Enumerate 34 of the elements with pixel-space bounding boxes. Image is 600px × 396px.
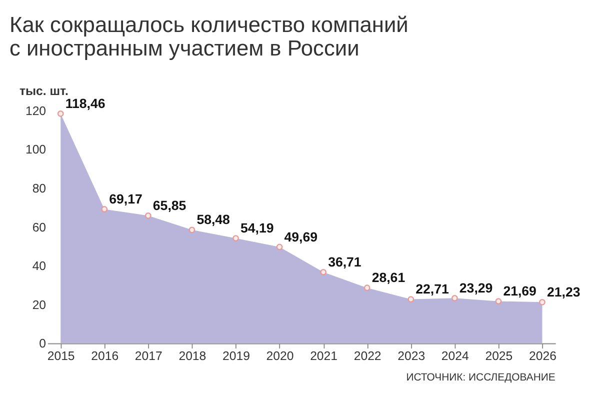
text: 118,46 <box>65 96 106 111</box>
text: 58,48 <box>196 212 230 228</box>
x-tick-label: 2023 <box>398 348 426 363</box>
text: 54,19 <box>240 220 274 236</box>
text: ИСТОЧНИК: ИССЛЕДОВАНИЕ <box>406 372 556 384</box>
y-tick-label: 0 <box>39 336 46 351</box>
x-tick-label: 2019 <box>222 348 250 363</box>
x-tick-label: 2026 <box>529 348 557 363</box>
text: 21,69 <box>503 284 536 299</box>
y-tick-label: 40 <box>32 259 46 274</box>
x-tick-label: 2016 <box>91 348 119 363</box>
x-tick-label: 2022 <box>354 348 382 363</box>
y-axis-title: тыс. шт. <box>19 84 68 98</box>
text: 28,61 <box>372 270 406 286</box>
y-tick-label: 80 <box>32 181 46 196</box>
text: 69,17 <box>109 192 142 207</box>
text: 21,23 <box>546 284 580 300</box>
chart-title: Как сокращалось количество компаний с иностранным участием в России <box>9 12 408 61</box>
x-tick-label: 2025 <box>485 348 513 363</box>
y-tick-label: 120 <box>25 104 46 118</box>
text: 36,71 <box>328 254 362 270</box>
text: 22,71 <box>416 282 449 297</box>
x-tick-label: 2021 <box>310 348 338 363</box>
y-tick-label: 60 <box>32 220 46 234</box>
y-tick-label: 100 <box>25 142 46 157</box>
text: 23,29 <box>459 280 493 296</box>
y-tick-label: 20 <box>32 298 46 312</box>
text: 65,85 <box>152 198 186 213</box>
x-tick-label: 2015 <box>47 348 75 363</box>
x-tick-label: 2024 <box>441 348 469 363</box>
x-tick-label: 2017 <box>134 348 162 363</box>
text: 49,69 <box>284 229 318 244</box>
x-tick-label: 2020 <box>266 348 294 363</box>
x-tick-label: 2018 <box>178 348 206 363</box>
